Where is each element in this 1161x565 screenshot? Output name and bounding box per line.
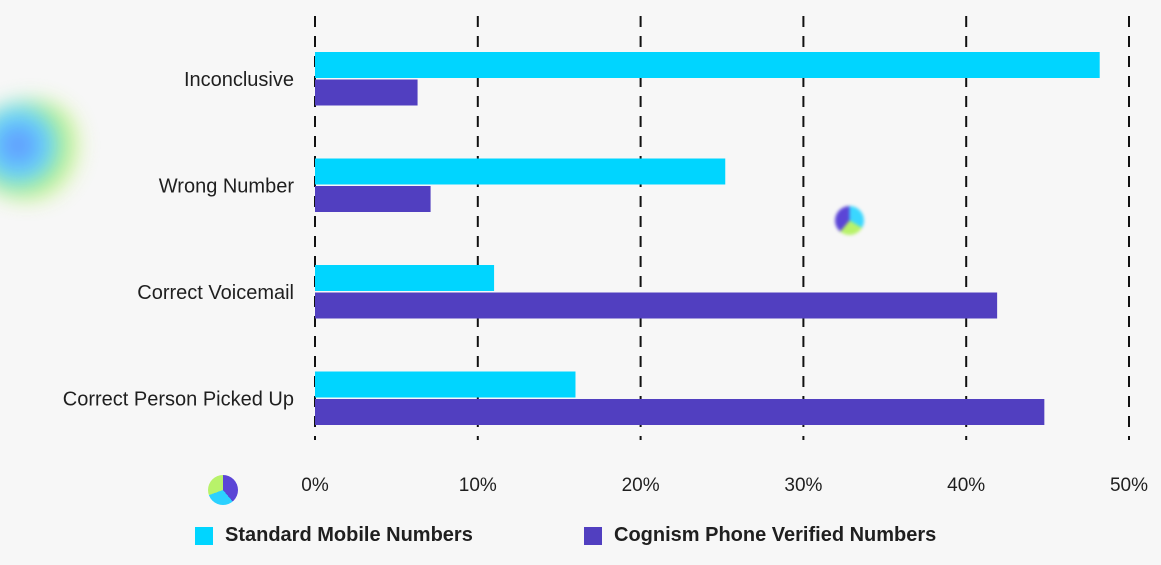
legend-label-standard: Standard Mobile Numbers	[225, 524, 473, 546]
gradient-dot-decoration	[835, 206, 864, 235]
bar-standard-2	[315, 265, 495, 291]
bar-standard-0	[315, 52, 1100, 78]
legend-item-standard: Standard Mobile Numbers	[195, 524, 473, 547]
x-tick-label-0: 0%	[301, 475, 329, 496]
bar-cognism-0	[315, 79, 418, 106]
category-label-1: Wrong Number	[159, 175, 295, 197]
bar-cognism-3	[315, 399, 1045, 425]
category-label-2: Correct Voicemail	[137, 282, 294, 304]
bar-standard-3	[315, 371, 576, 398]
pie-dot-decoration	[208, 475, 238, 505]
legend: Standard Mobile Numbers Cognism Phone Ve…	[0, 524, 1161, 552]
x-tick-label-40: 40%	[947, 475, 985, 496]
legend-label-cognism: Cognism Phone Verified Numbers	[614, 524, 937, 546]
bar-cognism-1	[315, 186, 431, 212]
x-tick-label-50: 50%	[1110, 475, 1148, 496]
legend-swatch-cognism	[584, 526, 602, 545]
x-tick-label-30: 30%	[784, 475, 822, 496]
bar-chart: 0% 10% 20% 30% 40% 50% Inconclusive Wrong Numbe…	[63, 16, 1148, 496]
bar-cognism-2	[315, 292, 998, 319]
category-label-3: Correct Person Picked Up	[63, 388, 294, 410]
legend-item-cognism: Cognism Phone Verified Numbers	[584, 524, 936, 547]
x-tick-label-20: 20%	[622, 475, 660, 496]
bar-standard-1	[315, 158, 726, 185]
x-tick-label-10: 10%	[459, 475, 497, 496]
category-label-0: Inconclusive	[184, 69, 294, 91]
legend-swatch-standard	[195, 526, 213, 545]
